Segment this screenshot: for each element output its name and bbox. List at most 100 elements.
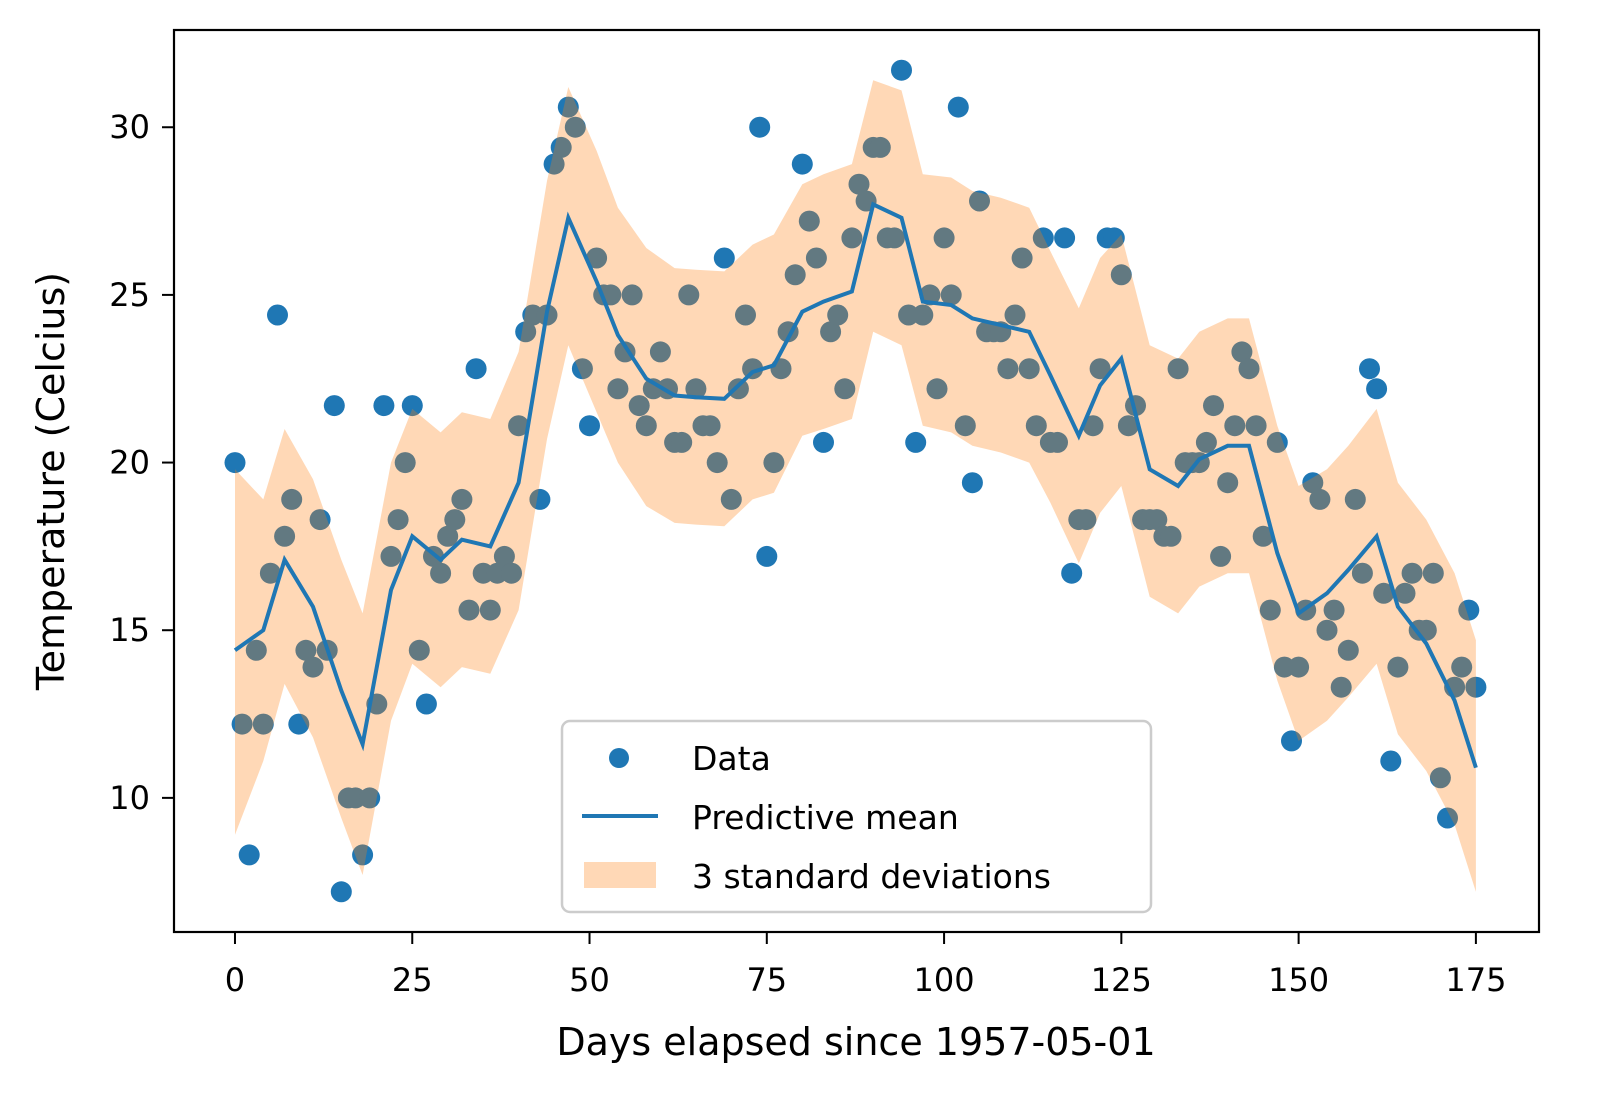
data-point xyxy=(302,656,324,678)
data-point xyxy=(586,247,608,269)
data-point xyxy=(912,304,934,326)
data-point xyxy=(671,431,693,453)
data-point xyxy=(1195,431,1217,453)
data-point xyxy=(891,59,912,81)
data-point xyxy=(1032,227,1054,249)
data-point xyxy=(238,844,260,866)
data-point xyxy=(415,693,437,715)
y-tick-label: 10 xyxy=(109,779,150,817)
legend-data-marker xyxy=(609,748,629,768)
data-point xyxy=(1117,415,1139,437)
x-tick-label: 150 xyxy=(1268,961,1329,999)
data-point xyxy=(224,452,246,474)
data-point xyxy=(947,96,969,118)
axes-frame xyxy=(172,28,1541,934)
data-point xyxy=(1373,582,1395,604)
legend-band-patch xyxy=(584,862,656,888)
data-point xyxy=(1351,562,1373,584)
data-point xyxy=(245,639,267,661)
data-point xyxy=(295,639,317,661)
data-point xyxy=(713,247,735,269)
data-point xyxy=(557,96,579,118)
data-point xyxy=(607,378,629,400)
x-tick-label: 0 xyxy=(225,961,245,999)
x-axis-label: Days elapsed since 1957-05-01 xyxy=(556,1020,1155,1064)
data-point xyxy=(373,395,395,417)
data-point xyxy=(678,284,700,306)
data-point xyxy=(706,452,728,474)
data-point xyxy=(1018,358,1040,380)
legend: Data Predictive mean 3 standard deviatio… xyxy=(560,719,1153,914)
y-tick-label: 30 xyxy=(109,108,150,146)
x-tick-label: 50 xyxy=(569,961,610,999)
data-point xyxy=(784,264,806,286)
data-point xyxy=(515,321,537,343)
data-point xyxy=(430,562,452,584)
data-point xyxy=(1082,415,1104,437)
data-point xyxy=(444,509,466,531)
data-point xyxy=(465,358,487,380)
data-point xyxy=(756,545,778,567)
data-point xyxy=(1281,730,1302,752)
data-point xyxy=(1330,676,1352,698)
data-point xyxy=(1394,582,1416,604)
data-point xyxy=(635,415,657,437)
data-point xyxy=(848,173,870,195)
data-point xyxy=(883,227,905,249)
data-point xyxy=(798,210,820,232)
data-point xyxy=(1210,545,1232,567)
data-point xyxy=(628,395,650,417)
data-point xyxy=(1458,599,1480,621)
data-point xyxy=(1401,562,1423,584)
data-point xyxy=(359,787,381,809)
data-point xyxy=(969,190,990,212)
data-point xyxy=(1366,378,1388,400)
data-point xyxy=(1103,227,1125,249)
data-point xyxy=(579,415,600,437)
data-point xyxy=(493,545,515,567)
data-point xyxy=(742,358,764,380)
data-point xyxy=(1160,525,1182,547)
data-point xyxy=(961,472,983,494)
data-point xyxy=(820,321,842,343)
x-tick-label: 75 xyxy=(746,961,787,999)
data-point xyxy=(621,284,643,306)
data-point xyxy=(252,713,274,735)
data-point xyxy=(869,136,891,158)
data-point xyxy=(1288,656,1310,678)
x-tick-label: 100 xyxy=(914,961,975,999)
data-point xyxy=(501,562,522,584)
data-point xyxy=(805,247,827,269)
legend-box xyxy=(560,719,1153,914)
data-point xyxy=(1465,676,1487,698)
legend-label-mean: Predictive mean xyxy=(692,798,959,837)
data-point xyxy=(1316,619,1338,641)
data-point xyxy=(281,488,303,510)
data-point xyxy=(933,227,955,249)
data-point xyxy=(735,304,756,326)
data-point xyxy=(267,304,288,326)
data-point xyxy=(330,881,352,903)
data-point xyxy=(1429,767,1451,789)
data-point xyxy=(834,378,856,400)
data-point xyxy=(813,431,834,453)
data-point xyxy=(1266,431,1288,453)
legend-label-band: 3 standard deviations xyxy=(692,857,1051,896)
data-point xyxy=(1047,431,1068,453)
data-point xyxy=(458,599,480,621)
data-point xyxy=(699,415,721,437)
x-tick-label: 25 xyxy=(392,961,433,999)
data-point xyxy=(543,153,565,175)
data-point xyxy=(1359,358,1380,380)
y-tick-label: 15 xyxy=(109,611,150,649)
data-point xyxy=(926,378,948,400)
data-point xyxy=(1259,599,1281,621)
data-point xyxy=(1302,472,1324,494)
data-point xyxy=(564,116,586,138)
data-point xyxy=(685,378,707,400)
y-axis-label: Temperature (Celcius) xyxy=(29,272,73,691)
data-point xyxy=(401,395,423,417)
std-band xyxy=(235,80,1476,892)
data-point xyxy=(508,415,530,437)
data-point xyxy=(1110,264,1132,286)
